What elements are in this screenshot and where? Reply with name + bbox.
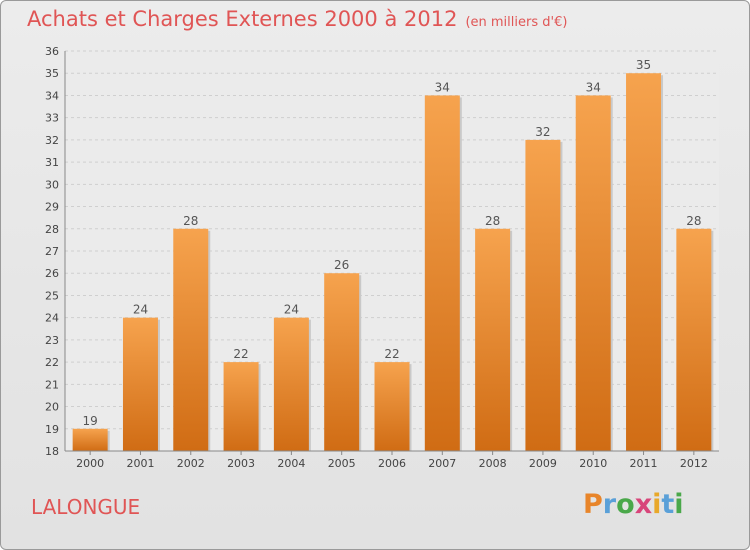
proxiti-logo: Proxiti <box>583 489 684 520</box>
y-tick-label: 28 <box>45 223 59 236</box>
labels-layer: 19 24 28 22 24 26 22 34 28 32 34 35 28 <box>83 58 702 428</box>
logo-letter: i <box>674 489 684 520</box>
y-tick-label: 31 <box>45 156 59 169</box>
axis-layer: 18 19 20 21 22 23 24 25 26 27 28 29 30 31 32 33 34 35 36 20… <box>45 45 719 470</box>
x-tick-label: 2007 <box>428 457 456 470</box>
y-tick-label: 24 <box>45 312 59 325</box>
bar-2002 <box>173 228 209 451</box>
bar-2005 <box>324 273 360 451</box>
value-label: 34 <box>435 80 450 94</box>
bar-2004 <box>273 317 309 451</box>
x-tick-label: 2000 <box>76 457 104 470</box>
bar-2003 <box>223 362 259 451</box>
y-tick-label: 21 <box>45 378 59 391</box>
x-tick-label: 2008 <box>479 457 507 470</box>
value-label: 24 <box>284 303 299 317</box>
chart-unit: (en milliers d'€) <box>465 15 568 30</box>
value-label: 28 <box>183 214 198 228</box>
bars-layer <box>72 73 714 451</box>
y-tick-label: 34 <box>45 89 59 102</box>
title-row: Achats et Charges Externes 2000 à 2012 (e… <box>27 7 567 31</box>
bar-2008 <box>475 228 511 451</box>
value-label: 32 <box>535 125 550 139</box>
logo-letter: x <box>634 489 653 520</box>
bar-2007 <box>424 95 460 451</box>
bar-2011 <box>626 73 662 451</box>
y-tick-label: 30 <box>45 178 59 191</box>
x-tick-label: 2006 <box>378 457 406 470</box>
bar-2012 <box>676 228 712 451</box>
x-tick-label: 2004 <box>277 457 305 470</box>
y-tick-label: 29 <box>45 201 59 214</box>
x-tick-label: 2003 <box>227 457 255 470</box>
x-tick-label: 2011 <box>630 457 658 470</box>
value-label: 24 <box>133 303 148 317</box>
y-tick-label: 25 <box>45 289 59 302</box>
y-tick-label: 32 <box>45 134 59 147</box>
logo-letter: P <box>583 489 603 520</box>
logo-letter: o <box>616 489 635 520</box>
y-tick-label: 35 <box>45 67 59 80</box>
value-label: 28 <box>485 214 500 228</box>
y-tick-label: 33 <box>45 112 59 125</box>
logo-letter: i <box>652 489 662 520</box>
y-tick-label: 36 <box>45 45 59 58</box>
bar-2001 <box>122 317 158 451</box>
y-tick-label: 19 <box>45 423 59 436</box>
bar-2000 <box>72 428 108 451</box>
logo-letter: r <box>602 489 617 520</box>
x-tick-label: 2009 <box>529 457 557 470</box>
logo-letter: t <box>661 489 675 520</box>
bar-2010 <box>575 95 611 451</box>
y-tick-label: 23 <box>45 334 59 347</box>
value-label: 34 <box>586 80 601 94</box>
bar-2006 <box>374 362 410 451</box>
x-tick-label: 2001 <box>126 457 154 470</box>
value-label: 22 <box>233 347 248 361</box>
value-label: 35 <box>636 58 651 72</box>
y-tick-label: 20 <box>45 401 59 414</box>
y-tick-label: 22 <box>45 356 59 369</box>
x-tick-label: 2012 <box>680 457 708 470</box>
place-name: LALONGUE <box>31 495 141 519</box>
y-tick-label: 26 <box>45 267 59 280</box>
value-label: 26 <box>334 258 349 272</box>
bar-2009 <box>525 139 561 451</box>
value-label: 28 <box>686 214 701 228</box>
x-tick-label: 2005 <box>328 457 356 470</box>
x-tick-label: 2010 <box>579 457 607 470</box>
chart-title: Achats et Charges Externes 2000 à 2012 <box>27 7 458 31</box>
value-label: 19 <box>83 414 98 428</box>
y-tick-label: 27 <box>45 245 59 258</box>
x-tick-label: 2002 <box>177 457 205 470</box>
y-tick-label: 18 <box>45 445 59 458</box>
value-label: 22 <box>384 347 399 361</box>
